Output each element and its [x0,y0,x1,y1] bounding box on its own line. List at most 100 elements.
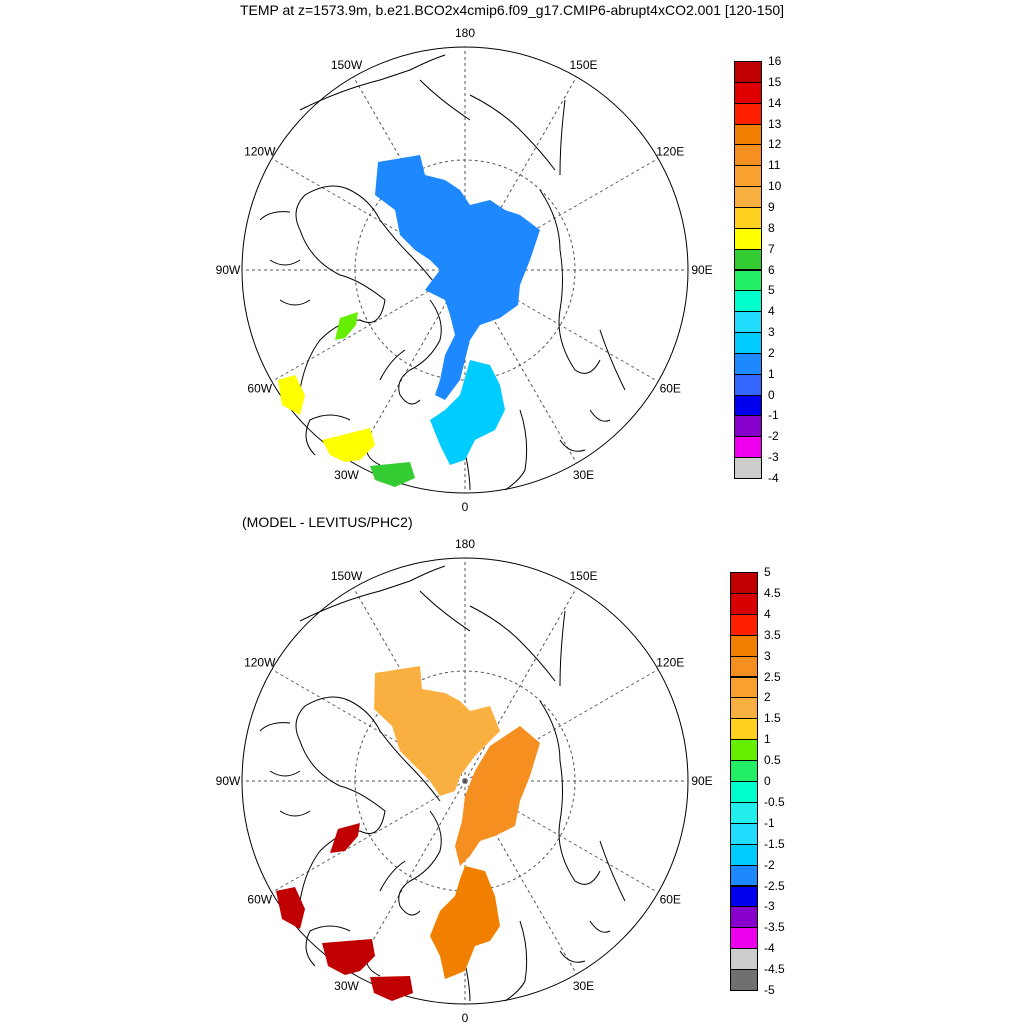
colorbar-label: 11 [768,158,781,173]
colorbar-label: 3 [768,325,775,340]
colorbar-label: -1.5 [764,836,785,851]
colorbar-box [734,248,762,271]
colorbar-box [734,102,762,125]
colorbar-box [734,269,762,292]
top-arctic-region [375,155,540,400]
colorbar-label: -4 [768,471,779,485]
top-labrador-patch [335,312,358,340]
colorbar-label: 4 [768,304,775,319]
colorbar-box [730,592,758,615]
colorbar-box [730,969,758,991]
colorbar-box [730,801,758,824]
colorbar-box [734,123,762,146]
colorbar-box [730,676,758,699]
colorbar-label: -3.5 [764,920,785,935]
bottom-atlantic-patch-c [370,976,413,1001]
plot-title: TEMP at z=1573.9m, b.e21.BCO2x4cmip6.f09… [239,2,785,18]
colorbar-label: -1 [768,408,779,423]
longitude-label: 150W [331,569,363,583]
longitude-label: 120E [656,656,684,670]
longitude-label: 150E [569,569,597,583]
colorbar-label: -2 [764,857,775,872]
longitude-label: 60W [247,382,272,396]
colorbar-label: 0 [768,387,775,402]
colorbar-box [734,81,762,104]
top-nordic-region [430,360,505,465]
colorbar-label: -3 [764,899,775,914]
colorbar-label: 5 [764,565,771,579]
colorbar-box [730,885,758,908]
colorbar-box [734,394,762,417]
colorbar-box [730,613,758,636]
colorbar-box [734,144,762,167]
colorbar-label: 4.5 [764,585,781,600]
longitude-label: 120W [244,656,276,670]
colorbar-label: 12 [768,137,782,152]
colorbar-box [734,352,762,375]
top-atlantic-patch-a [278,375,305,415]
longitude-label: 30W [334,468,359,482]
colorbar-box [730,781,758,803]
colorbar-label: 1 [764,732,771,747]
colorbar-label: -2.5 [764,878,785,893]
colorbar-box [734,457,762,479]
colorbar-label: 7 [768,241,775,256]
bottom-labrador-patch [330,823,360,853]
colorbar-label: -2 [768,429,779,444]
top-atlantic-patch-b [322,428,375,462]
colorbar-box [730,572,758,594]
colorbar-box [730,634,758,657]
colorbar-box [730,906,758,929]
colorbar-box [730,718,758,741]
colorbar-label: -4.5 [764,962,785,977]
colorbar-label: -1 [764,815,775,830]
colorbar-box [730,843,758,866]
colorbar-label: 9 [768,199,775,214]
colorbar-label: 0.5 [764,753,781,768]
colorbar-label: 14 [768,95,782,110]
colorbar-label: 3 [764,648,771,663]
longitude-label: 120W [244,145,276,159]
colorbar-label: 2 [768,345,775,360]
bottom-arctic-region [374,666,500,796]
colorbar-label: 0 [764,774,771,788]
colorbar-box [734,290,762,313]
longitude-label: 90E [691,774,712,788]
colorbar-box [734,373,762,396]
colorbar-label: 3.5 [764,627,781,642]
colorbar-label: -5 [764,983,775,997]
colorbar-label: 8 [768,220,775,235]
longitude-label: 30W [334,979,359,993]
colorbar-box [734,436,762,459]
colorbar-box [734,61,762,83]
longitude-label: 30E [573,979,594,993]
longitude-label: 30E [573,468,594,482]
colorbar-label: 5 [768,283,775,298]
longitude-label: 90E [691,263,712,277]
colorbar-box [730,927,758,950]
top-polar-map: 180 150E 120E 90E 60E 30E 0 30W 60W 90W 120W 150W [216,26,713,514]
top-longitude-labels: 180 150E 120E 90E 60E 30E 0 30W 60W 90W 120W 150W [216,26,713,514]
colorbar-label: -3 [768,450,779,465]
longitude-label: 60E [660,382,681,396]
longitude-label: 90W [216,774,241,788]
longitude-label: 150W [331,58,363,72]
bottom-atlantic-patch-a [276,887,305,929]
colorbar-box [734,311,762,334]
colorbar-label: 1 [768,366,775,381]
bottom-atlantic-patch-b [322,939,375,975]
colorbar-label: 10 [768,179,782,194]
colorbar-label: 4 [764,606,771,621]
colorbar-box [734,332,762,354]
bottom-eurasian-region [455,726,540,866]
top-coastlines [259,54,626,491]
colorbar-box [734,206,762,229]
colorbar-box [734,227,762,250]
longitude-label: 90W [216,263,241,277]
colorbar-label: 16 [768,54,782,68]
colorbar-label: 15 [768,74,782,89]
colorbar-label: -4 [764,941,775,956]
colorbar-box [730,655,758,678]
top-atlantic-patch-c [370,462,415,487]
